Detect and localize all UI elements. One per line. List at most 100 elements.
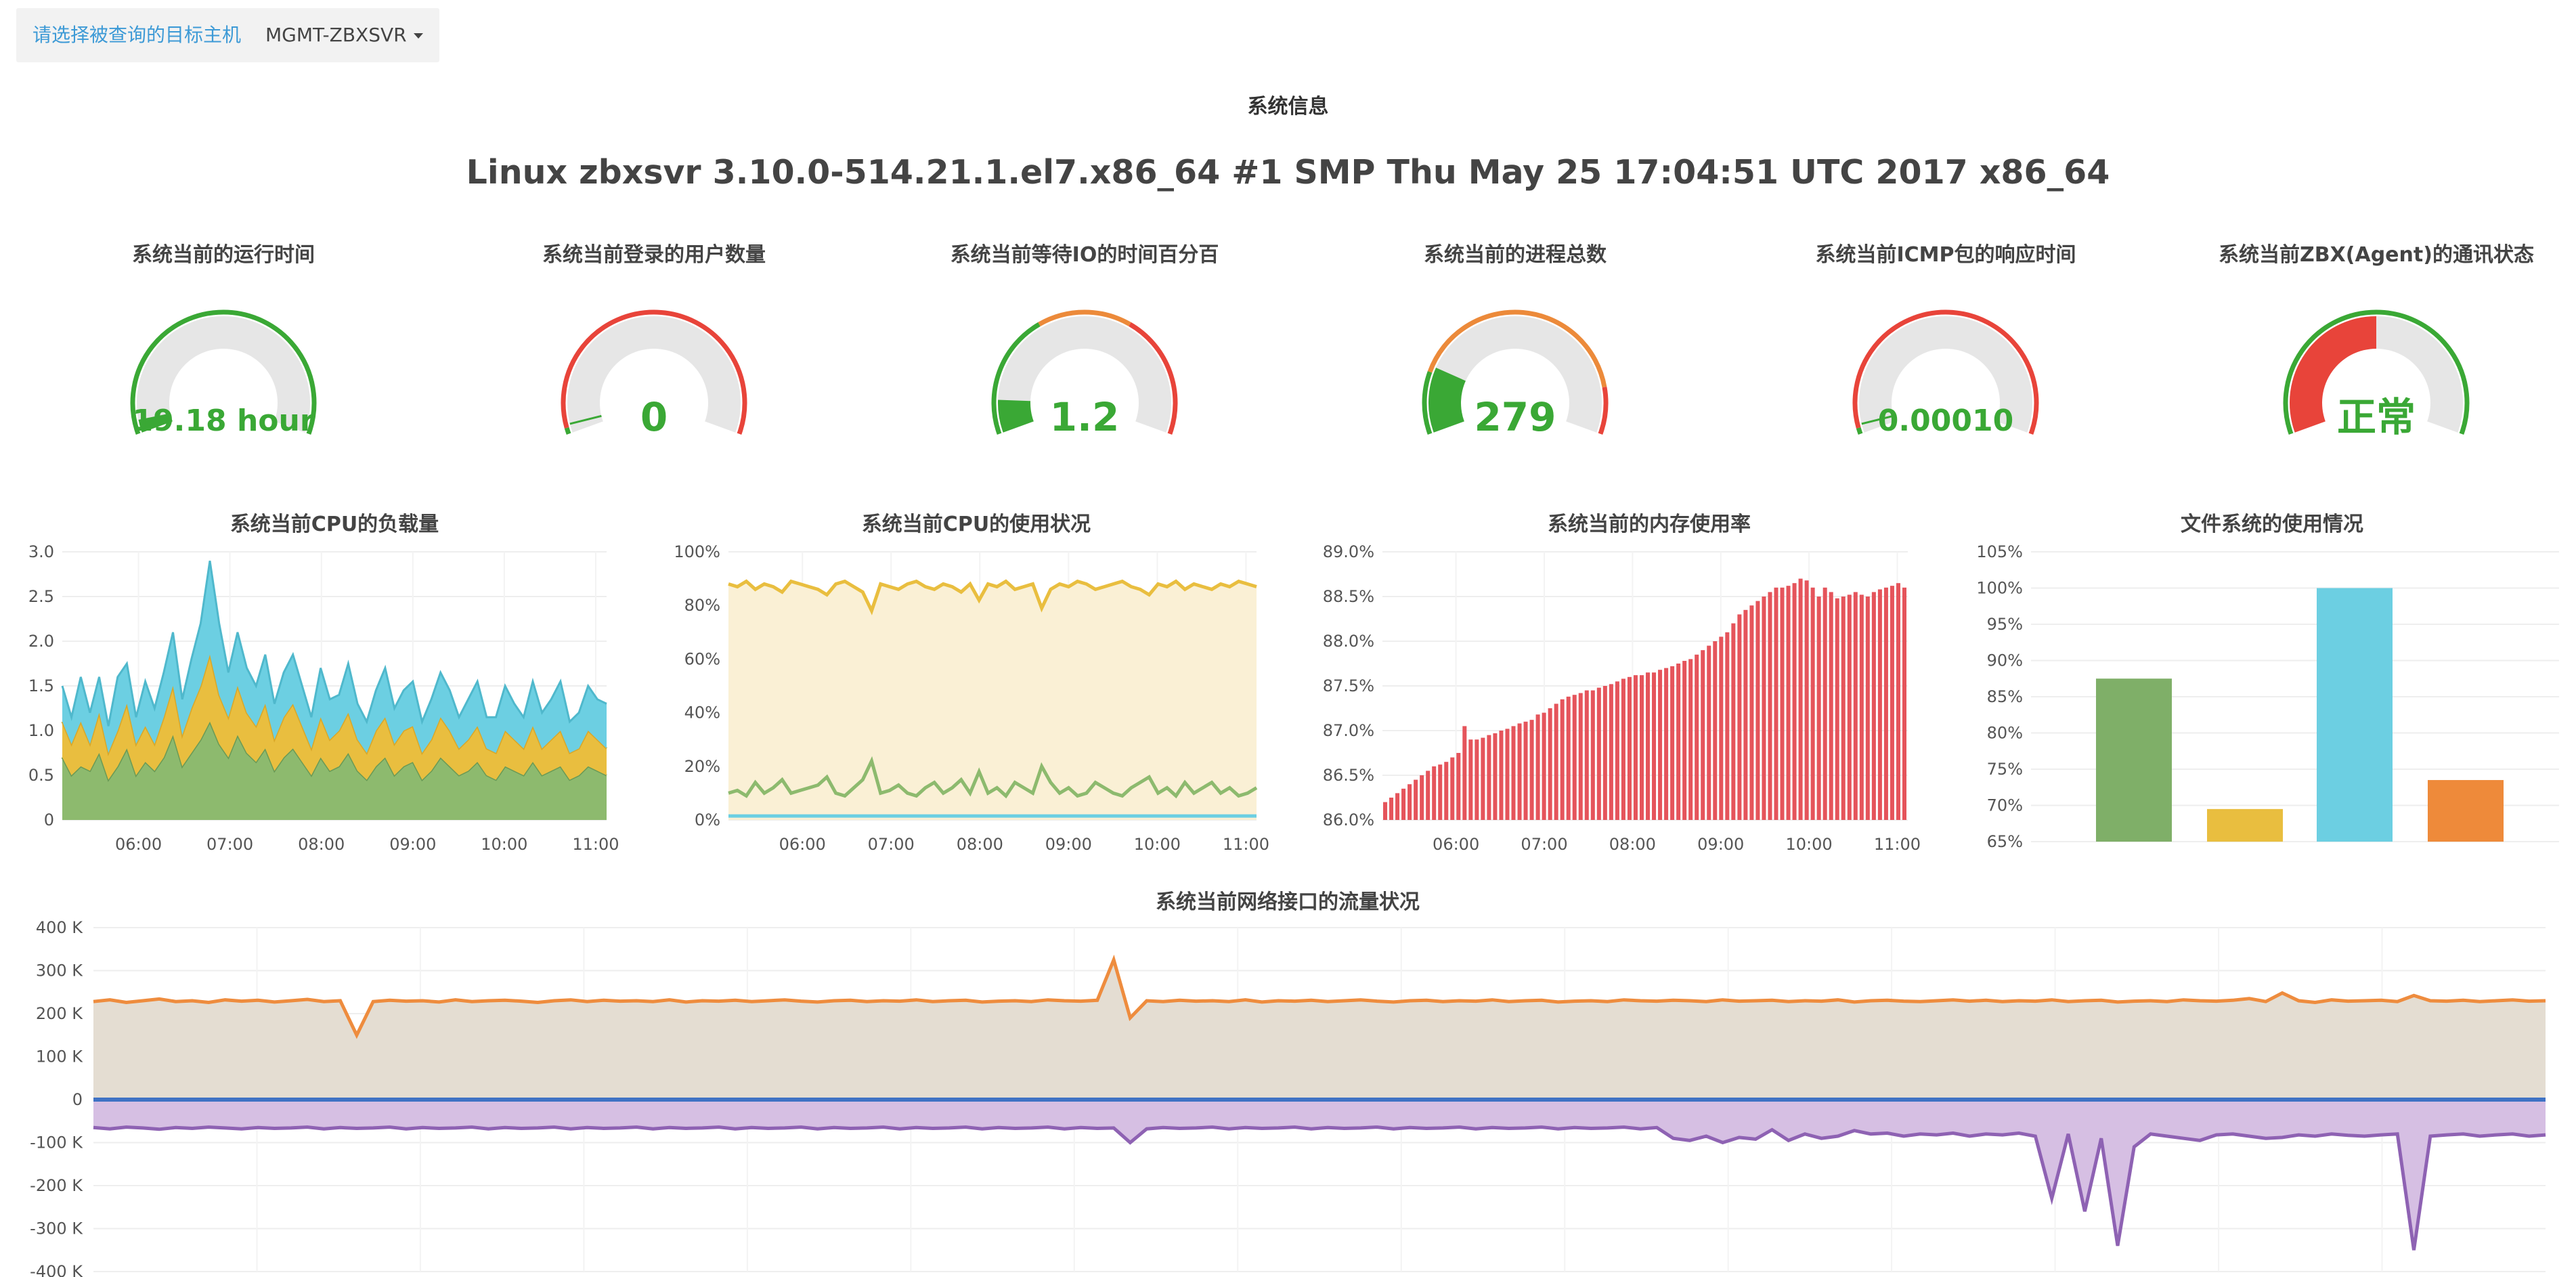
y-tick-label: 300 K: [36, 961, 83, 980]
cpu-load-area: [62, 654, 607, 780]
memory-bar: [1829, 592, 1833, 820]
host-select-value: MGMT-ZBXSVR: [265, 24, 407, 46]
x-tick-label: 07:00: [1521, 835, 1567, 854]
gauge-range-arc: [1422, 370, 1433, 435]
memory-bar: [1560, 699, 1565, 820]
memory-bar: [1731, 623, 1736, 820]
x-tick-label: 08:00: [1609, 835, 1656, 854]
memory-bar: [1835, 598, 1839, 820]
y-tick-label: 88.5%: [1323, 587, 1374, 606]
y-tick-label: 3.0: [28, 542, 54, 561]
chart-title: 系统当前CPU的使用状况: [862, 513, 1091, 536]
gauge-title: 系统当前ICMP包的响应时间: [1815, 243, 2076, 267]
memory-bar: [1810, 587, 1815, 820]
gauge-range-arc: [561, 309, 747, 435]
memory-bar: [1755, 601, 1760, 820]
memory-bar: [1804, 580, 1809, 820]
gauge-value: 19.18 hour: [132, 404, 314, 438]
gauge-range-arc: [1598, 387, 1609, 435]
gauge-range-arc: [130, 309, 317, 435]
x-tick-label: 06:00: [115, 835, 162, 854]
memory-bar: [1517, 723, 1522, 820]
memory-bar: [1462, 726, 1467, 820]
memory-bar: [1859, 594, 1864, 820]
y-tick-label: -200 K: [30, 1176, 83, 1195]
y-tick-label: 0.5: [28, 766, 54, 785]
filesystem-bar: [2096, 678, 2172, 842]
memory-bar: [1444, 762, 1449, 820]
y-tick-label: 80%: [1987, 724, 2023, 743]
y-tick-label: 0: [72, 1090, 83, 1109]
memory-bar: [1646, 672, 1651, 820]
gauge-title: 系统当前等待IO的时间百分百: [951, 243, 1219, 267]
memory-bar: [1523, 721, 1528, 820]
gauge-background: [998, 316, 1171, 433]
gauge-1: 系统当前的运行时间 19.18 hour: [130, 243, 317, 438]
memory-bar: [1877, 589, 1882, 820]
chart-title: 文件系统的使用情况: [2181, 513, 2363, 536]
memory-bar: [1719, 636, 1724, 820]
y-tick-label: 105%: [1976, 542, 2023, 561]
memory-bar: [1420, 775, 1424, 820]
gauge-value-fill: [1428, 367, 1466, 433]
network-in-line: [93, 954, 2546, 1039]
y-tick-label: 65%: [1987, 832, 2023, 851]
gauge-range-arc: [1038, 309, 1131, 326]
host-label-button[interactable]: 请选择被查询的目标主机: [16, 8, 258, 62]
x-tick-label: 09:00: [1045, 835, 1092, 854]
gauge-value: 0: [640, 394, 668, 440]
memory-bar: [1572, 695, 1577, 820]
memory-bar: [1774, 587, 1778, 820]
cpu-usage-line: [728, 579, 1257, 615]
y-tick-label: 100%: [1976, 579, 2023, 598]
gauge-background: [137, 316, 311, 433]
memory-bar: [1639, 675, 1644, 820]
y-tick-label: 70%: [1987, 796, 2023, 815]
memory-bar: [1737, 614, 1742, 820]
host-select-dropdown[interactable]: MGMT-ZBXSVR: [249, 8, 439, 62]
gauge-value-fill: [138, 413, 173, 433]
y-tick-label: 20%: [684, 757, 720, 776]
memory-bar: [1578, 693, 1583, 820]
memory-bar: [1786, 586, 1791, 820]
x-tick-label: 10:00: [1786, 835, 1833, 854]
gauge-range-arc: [1129, 322, 1178, 435]
memory-bar: [1596, 687, 1601, 820]
gauge-range-arc: [991, 322, 1041, 435]
memory-bar: [1395, 793, 1400, 820]
x-tick-label: 10:00: [1134, 835, 1181, 854]
memory-bar: [1548, 708, 1552, 820]
x-tick-label: 06:00: [779, 835, 826, 854]
memory-bar: [1414, 779, 1418, 820]
memory-bar: [1695, 654, 1699, 820]
y-tick-label: 200 K: [36, 1004, 83, 1023]
network-in-area: [93, 959, 2546, 1100]
y-tick-label: 90%: [1987, 651, 2023, 670]
memory-bar: [1749, 605, 1754, 820]
memory-bar: [1816, 597, 1821, 820]
memory-bar: [1896, 583, 1900, 820]
memory-bar: [1627, 676, 1632, 820]
y-tick-label: 95%: [1987, 615, 2023, 634]
x-tick-label: 09:00: [1697, 835, 1744, 854]
memory-bar: [1438, 764, 1443, 820]
y-tick-label: 86.0%: [1323, 810, 1374, 829]
gauge-needle: [1861, 414, 1894, 425]
memory-bar: [1871, 592, 1876, 820]
memory-bar: [1481, 737, 1485, 820]
network-out-area: [93, 1100, 2546, 1251]
memory-bar: [1743, 609, 1748, 820]
memory-bar: [1676, 664, 1681, 820]
y-tick-label: 40%: [684, 704, 720, 722]
x-tick-label: 11:00: [1874, 835, 1921, 854]
gauge-value-fill: [998, 399, 1034, 433]
memory-bar: [1780, 587, 1785, 820]
cpu-usage-area: [728, 581, 1257, 820]
y-tick-label: 87.0%: [1323, 721, 1374, 740]
memory-bar: [1505, 729, 1510, 820]
memory-bar: [1615, 681, 1619, 820]
chart-title: 系统当前CPU的负载量: [230, 513, 439, 536]
gauge-background: [1428, 316, 1602, 433]
memory-bar: [1542, 712, 1546, 820]
